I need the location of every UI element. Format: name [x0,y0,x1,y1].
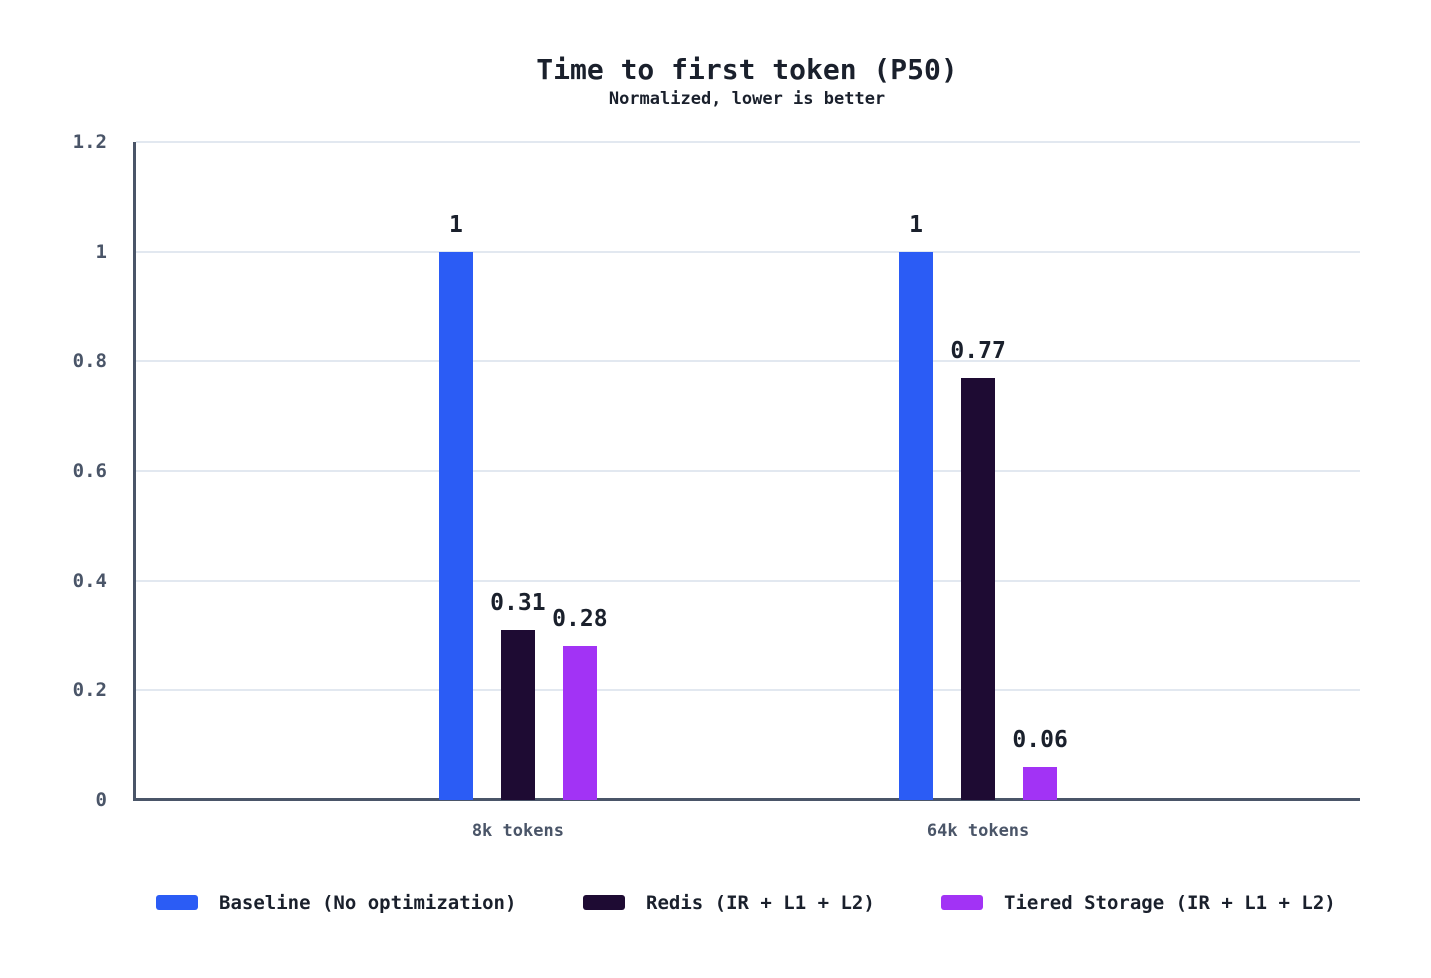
y-tick-label-0: 0 [95,789,107,811]
x-axis-label-8k-tokens: 8k tokens [471,821,564,841]
bar-baseline-no-optimization-8k-tokens [438,251,473,800]
plot-area: 1 0.31 0.28 1 0.77 0.06 [136,142,1360,800]
y-tick-label-0-8: 0.8 [72,350,107,373]
bar-tiered-storage-ir-l1-l2-64k-tokens [1023,767,1058,800]
y-tick-label-0-4: 0.4 [72,569,107,592]
chart-subtitle: Normalized, lower is better [608,89,886,109]
x-axis-label-64k-tokens: 64k tokens [926,821,1030,841]
bar-redis-ir-l1-l2-64k-tokens [961,377,996,800]
legend-item-redis: Redis (IR + L1 + L2) [583,889,875,916]
bar-value-label-baseline-no-optimization-64k-tokens: 1 [909,211,924,238]
gridline-1-2 [136,141,1360,143]
bar-value-label-baseline-no-optimization-8k-tokens: 1 [448,211,463,238]
bar-baseline-no-optimization-64k-tokens [899,251,934,800]
gridline-0-4 [136,579,1360,582]
gridline-0-6 [136,470,1360,472]
y-tick-label-0-6: 0.6 [72,460,107,482]
gridline-0-2 [136,689,1360,692]
legend-swatch-tiered-storage [941,895,983,910]
y-tick-label-1: 1 [95,240,107,263]
y-tick-label-0-2: 0.2 [72,679,107,702]
legend-label-baseline: Baseline (No optimization) [219,891,517,914]
y-axis-line [133,142,136,801]
legend-item-baseline: Baseline (No optimization) [156,889,516,916]
bar-value-label-tiered-storage-ir-l1-l2-8k-tokens: 0.28 [552,606,608,633]
bar-redis-ir-l1-l2-8k-tokens [500,630,535,800]
chart-title: Time to first token (P50) [536,53,958,86]
gridline-0-8 [136,360,1360,363]
bar-value-label-redis-ir-l1-l2-8k-tokens: 0.31 [490,590,546,617]
bar-tiered-storage-ir-l1-l2-8k-tokens [562,646,597,800]
legend-swatch-redis [583,895,625,910]
legend-swatch-baseline [156,895,198,910]
x-axis-line [133,798,1360,801]
bar-value-label-tiered-storage-ir-l1-l2-64k-tokens: 0.06 [1012,727,1068,754]
legend-label-tiered-storage: Tiered Storage (IR + L1 + L2) [1004,891,1336,914]
legend-label-redis: Redis (IR + L1 + L2) [646,891,875,914]
gridline-1 [136,250,1360,253]
bar-value-label-redis-ir-l1-l2-64k-tokens: 0.77 [950,337,1006,364]
y-tick-label-1-2: 1.2 [72,131,107,153]
legend-item-tiered-storage: Tiered Storage (IR + L1 + L2) [941,889,1336,916]
